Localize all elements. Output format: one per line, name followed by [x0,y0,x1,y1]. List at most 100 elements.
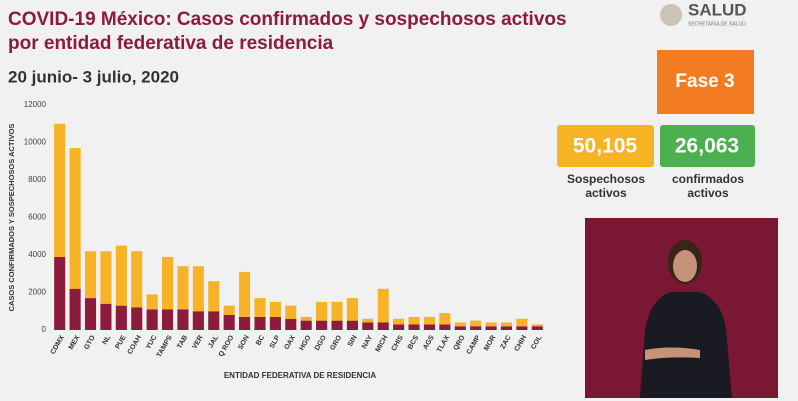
bar-segment [500,326,513,330]
x-tick-label: MOR [483,334,497,352]
x-tick-label: GTO [83,334,97,351]
y-tick-label: 10000 [24,138,47,147]
bar-segment [146,309,158,330]
x-tick-label: NAY [361,334,374,350]
bar-segment [84,298,97,330]
bar-segment [100,251,112,304]
x-tick-label: SLP [269,334,282,350]
bar-segment [285,318,297,330]
bar-segment [192,266,204,312]
x-tick-label: Q ROO [218,334,236,358]
bar-segment [485,322,497,327]
bar-segment [516,318,528,327]
x-tick-label: GRO [329,334,343,352]
bar-segment [254,298,266,317]
bar-segment [300,316,312,321]
x-axis-title: ENTIDAD FEDERATIVA DE RESIDENCIA [224,371,377,380]
x-tick-label: BC [255,334,266,346]
bar-segment [177,266,189,310]
bar-segment [331,320,343,330]
y-tick-label: 4000 [28,250,46,259]
bar-segment [439,313,451,325]
bar-segment [100,303,112,330]
x-tick-label: TAMPS [156,334,174,359]
bar-segment [500,322,513,327]
bar-segment [423,324,435,330]
bar-segment [162,256,174,310]
logo-sub: SECRETARÍA DE SALUD [688,20,746,27]
bar-segment [177,309,189,330]
bar-segment [377,288,389,323]
bar-segment [115,245,127,306]
x-tick-label: QRO [453,334,467,352]
bar-segment [239,271,251,317]
x-tick-label: DGO [314,334,328,352]
bar-segment [316,320,328,330]
x-tick-label: VER [191,334,204,350]
kpi-label: Sospechosos activos [566,172,646,200]
x-tick-label: CHIS [391,334,406,352]
logo: SALUD [688,0,747,19]
bar-segment [439,324,451,330]
bar-segment [454,326,466,330]
bar-segment [208,281,220,312]
video-panel [585,218,778,398]
bar-segment [531,326,543,330]
bar-segment [162,309,174,330]
bar-segment [254,316,266,330]
bar-segment [408,316,420,325]
y-tick-label: 0 [42,325,47,334]
x-tick-label: BCS [407,334,421,351]
x-tick-label: MEX [68,334,82,351]
bar-segment [316,301,328,321]
title: por entidad federativa de residencia [8,33,334,54]
kpi-value: 26,063 [675,135,739,158]
x-tick-label: COAH [127,334,143,355]
y-axis-title: CASOS CONFIRMADOS Y SOSPECHOSOS ACTIVOS [7,124,16,312]
bar-segment [84,251,97,299]
x-tick-label: CAMP [466,334,483,356]
bar-segment [223,315,235,330]
date: 20 junio- 3 julio, 2020 [8,67,179,86]
bar-segment [454,322,466,327]
x-tick-label: ZAC [500,334,513,350]
kpi-box [660,125,755,167]
x-tick-label: COL [530,334,544,351]
y-tick-label: 6000 [28,213,46,222]
x-tick-label: AGS [422,334,436,351]
x-tick-label: SON [237,334,251,351]
x-tick-label: CDMX [50,334,67,356]
logo-emblem [660,4,682,26]
x-tick-label: OAX [283,334,297,351]
bar-segment [393,324,405,330]
bar-segment [393,318,405,325]
bar-segment [470,326,482,330]
x-tick-label: YUC [145,334,158,350]
bar-segment [408,324,420,330]
phase: Fase 3 [675,71,734,92]
bar-segment [300,320,312,330]
x-tick-label: TLAX [436,334,451,354]
bar-segment [362,322,374,330]
bar-segment [69,148,81,289]
bar-segment [239,316,251,330]
x-tick-label: PUE [114,334,127,350]
kpi-label: confirmados activos [671,172,744,200]
y-tick-label: 2000 [28,288,46,297]
x-tick-label: CHIH [514,334,529,352]
x-tick-label: TAB [176,334,189,350]
bar-segment [54,256,66,330]
bar-segment [131,307,143,330]
bar-segment [269,301,281,317]
x-tick-label: NL [102,334,113,346]
bar-segment [192,311,204,330]
bar-segment [208,311,220,330]
y-tick-label: 12000 [24,100,47,109]
kpi-box [557,125,654,167]
bar-segment [131,251,143,308]
bar-segment [146,294,158,310]
bar-segment [285,305,297,319]
y-tick-label: 8000 [28,175,46,184]
bar-segment [69,288,81,330]
